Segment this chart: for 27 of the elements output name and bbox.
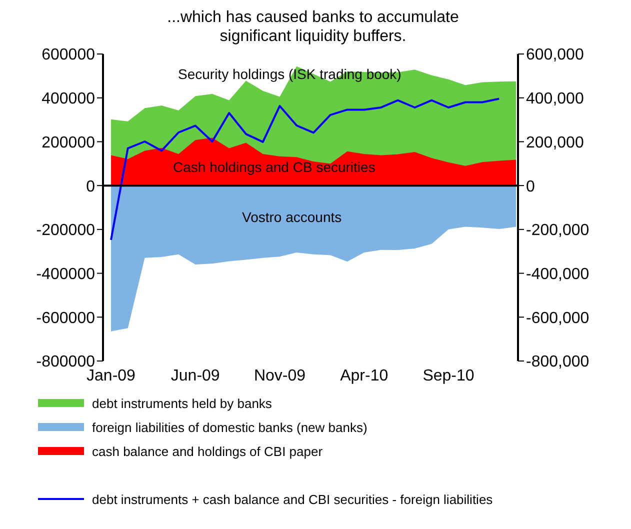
legend-label: cash balance and holdings of CBI paper — [92, 444, 323, 458]
y2-tick-label: -200,000 — [526, 222, 590, 240]
y2-tick-label: 0 — [526, 178, 535, 196]
annotation: Cash holdings and CB securities — [173, 159, 376, 175]
x-tick-label: Nov-09 — [254, 367, 306, 384]
y2-tick-label: -800,000 — [526, 354, 590, 371]
chart-title: ...which has caused banks to accumulate significant liquidity buffers. — [166, 8, 460, 46]
y-tick-label: 0 — [86, 178, 96, 196]
x-tick-label: Jun-09 — [170, 367, 220, 384]
y-tick-label: 600000 — [42, 46, 96, 64]
legend-label: foreign liabilities of domestic banks (new banks) — [92, 420, 368, 434]
annotation: Vostro accounts — [242, 209, 342, 225]
x-tick-label: Sep-10 — [422, 367, 474, 384]
y2-tick-label: 200,000 — [526, 134, 584, 152]
y2-tick-label: 600,000 — [526, 46, 584, 64]
y2-tick-label: -400,000 — [526, 266, 590, 283]
y-tick-label: 400000 — [42, 90, 96, 108]
y-tick-label: -400000 — [36, 266, 96, 283]
y2-tick-label: -600,000 — [526, 310, 590, 327]
y-tick-label: 200000 — [42, 134, 96, 152]
legend-label: debt instruments held by banks — [92, 396, 272, 410]
y2-tick-label: 400,000 — [526, 90, 584, 108]
x-tick-label: Apr-10 — [340, 367, 388, 384]
line-series — [110, 98, 500, 241]
legend-label: debt instruments + cash balance and CBI securities - foreign liabilities — [92, 492, 493, 506]
y-tick-label: -600000 — [36, 310, 96, 327]
y-tick-label: -200000 — [36, 222, 96, 240]
